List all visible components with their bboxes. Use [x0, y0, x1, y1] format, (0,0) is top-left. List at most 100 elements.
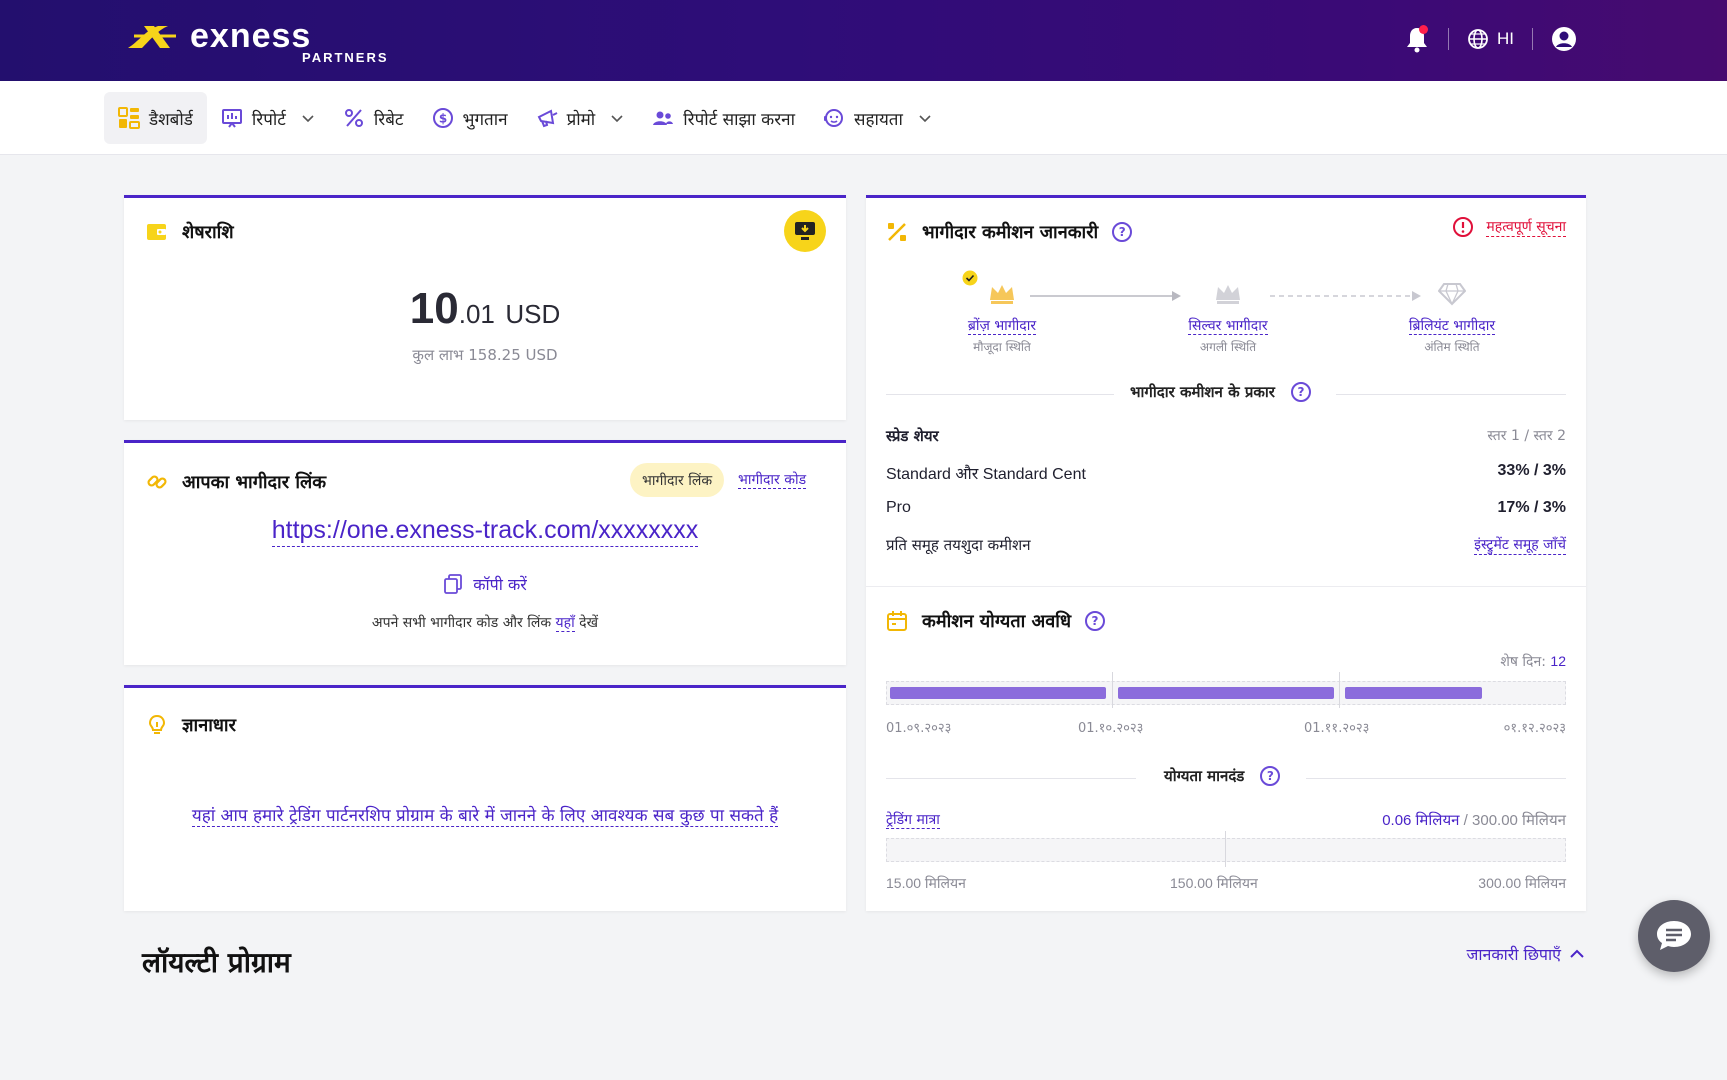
level-brilliant-status: अंतिम स्थिति: [1424, 340, 1480, 354]
period-segment-1: [890, 687, 1106, 699]
all-codes-note-pre: अपने सभी भागीदार कोड और लिंक: [371, 615, 552, 631]
chevron-down-icon: [919, 115, 931, 123]
all-codes-note-post: देखें: [579, 615, 599, 631]
important-notice-label: महत्वपूर्ण सूचना: [1486, 219, 1566, 237]
main-nav: डैशबोर्ड रिपोर्ट रिबेट: [0, 81, 1727, 155]
row-label: Pro: [886, 499, 911, 516]
partner-url-row: https://one.exness-track.com/xxxxxxxx: [124, 516, 846, 547]
copy-button[interactable]: कॉपी करें: [443, 573, 527, 595]
account-icon[interactable]: [1551, 26, 1577, 52]
brand-name: exness: [190, 17, 312, 55]
notifications-button[interactable]: [1404, 24, 1430, 54]
total-profit: कुल लाभ 158.25 USD: [412, 346, 558, 364]
tab-partner-code-label: भागीदार कोड: [738, 472, 807, 489]
help-icon[interactable]: ?: [1085, 611, 1106, 631]
check-badge-icon: [962, 270, 978, 286]
nav-report-sharing[interactable]: रिपोर्ट साझा करना: [638, 92, 809, 144]
help-icon[interactable]: ?: [1260, 766, 1281, 786]
level-brilliant-name: ब्रिलियंट भागीदार: [1408, 318, 1496, 335]
criteria-label: योग्यता मानदंड: [1164, 767, 1245, 785]
bronze-crown-icon: [990, 285, 1014, 304]
report-icon: [221, 109, 242, 128]
nav-promo[interactable]: प्रोमो: [522, 92, 639, 144]
download-monitor-icon: [795, 222, 815, 240]
help-icon[interactable]: ?: [1290, 382, 1311, 402]
balance-decimal: .01: [458, 299, 495, 329]
level-silver-status: अगली स्थिति: [1199, 340, 1257, 354]
tab-partner-link[interactable]: भागीदार लिंक: [630, 463, 725, 497]
days-remaining-value: 12: [1550, 653, 1566, 669]
exness-logo[interactable]: exness PARTNERS: [124, 17, 387, 65]
row-label: Standard और Standard Cent: [886, 466, 1086, 483]
nav-rebate-label: रिबेट: [373, 109, 404, 130]
help-icon[interactable]: ?: [1112, 222, 1133, 242]
important-notice[interactable]: महत्वपूर्ण सूचना: [1452, 216, 1566, 238]
chevron-up-icon: [1570, 949, 1584, 958]
commission-types-header: भागीदार कमीशन के प्रकार ?: [1130, 382, 1311, 402]
level-silver-name: सिल्वर भागीदार: [1188, 318, 1268, 335]
date-label: 01.११.२०२३: [1304, 721, 1370, 736]
days-remaining-label: शेष दिन:: [1500, 654, 1546, 670]
instrument-groups-link[interactable]: इंस्ट्रुमेंट समूह जाँचें: [1474, 537, 1566, 555]
balance-currency: USD: [505, 299, 561, 329]
balance-integer: 10: [409, 284, 459, 333]
row-label: स्प्रेड शेयर: [886, 427, 939, 445]
commission-title: भागीदार कमीशन जानकारी: [922, 222, 1099, 243]
percent-icon: [344, 109, 363, 127]
nav-rebate[interactable]: रिबेट: [329, 92, 418, 144]
notification-dot: [1419, 25, 1428, 34]
volume-track: [886, 838, 1566, 862]
date-label: 01.१०.२०२३: [1078, 721, 1144, 736]
brand-sub: PARTNERS: [302, 50, 389, 65]
level-bronze[interactable]: ब्रोंज़ भागीदार मौजूदा स्थिति: [922, 316, 1082, 355]
row-value: 33% / 3%: [1497, 462, 1566, 479]
days-remaining: शेष दिन: 12: [1500, 652, 1566, 671]
hide-info-toggle[interactable]: जानकारी छिपाएँ: [1466, 943, 1585, 965]
exness-logo-icon: [128, 26, 176, 48]
trading-volume-total: / 300.00 मिलियन: [1463, 812, 1566, 829]
scale-label: 150.00 मिलियन: [1170, 875, 1258, 891]
partner-url[interactable]: https://one.exness-track.com/xxxxxxxx: [271, 516, 699, 547]
trading-volume-link[interactable]: ट्रेडिंग मात्रा: [886, 812, 940, 829]
nav-payments[interactable]: $ भुगतान: [418, 92, 522, 144]
nav-dashboard[interactable]: डैशबोर्ड: [104, 92, 207, 144]
criteria-header: योग्यता मानदंड ?: [1164, 766, 1281, 786]
nav-reports[interactable]: रिपोर्ट: [207, 92, 329, 144]
language-code: HI: [1497, 29, 1514, 48]
chat-icon: [1657, 921, 1691, 950]
withdraw-button[interactable]: [784, 210, 826, 252]
chat-button[interactable]: [1638, 900, 1710, 972]
lightbulb-icon: [148, 714, 166, 734]
knowledge-link[interactable]: यहां आप हमारे ट्रेडिंग पार्टनरशिप प्रोग्…: [191, 806, 779, 827]
diamond-icon: [1438, 283, 1466, 306]
level-brilliant[interactable]: ब्रिलियंट भागीदार अंतिम स्थिति: [1372, 316, 1532, 355]
row-value: स्तर 1 / स्तर 2: [1487, 428, 1566, 444]
wallet-icon: [147, 224, 166, 240]
trading-volume-current: 0.06 मिलियन: [1382, 812, 1460, 829]
balance-card: शेषराशि 10.01 USD कुल लाभ 158.25 USD: [124, 195, 846, 420]
nav-payments-label: भुगतान: [462, 109, 508, 130]
date-label: 01.०९.२०२३: [886, 721, 952, 736]
all-codes-link[interactable]: यहाँ: [555, 615, 575, 632]
nav-support[interactable]: सहायता: [809, 92, 946, 144]
alert-icon: [1453, 217, 1474, 237]
hide-info-label: जानकारी छिपाएँ: [1466, 945, 1561, 964]
link-icon: [147, 475, 167, 489]
copy-row: कॉपी करें: [124, 573, 846, 599]
level-bronze-status: मौजूदा स्थिति: [973, 340, 1031, 354]
dashboard-icon: [118, 107, 140, 129]
table-row: Standard और Standard Cent 33% / 3%: [886, 462, 1566, 484]
globe-icon: [1468, 29, 1488, 49]
date-label: ०१.१२.२०२३: [1503, 721, 1566, 736]
level-silver[interactable]: सिल्वर भागीदार अगली स्थिति: [1148, 316, 1308, 355]
top-bar: exness PARTNERS HI: [0, 0, 1727, 81]
copy-label: कॉपी करें: [473, 575, 527, 594]
support-icon: [824, 109, 844, 127]
language-selector[interactable]: HI: [1467, 28, 1514, 50]
nav-support-label: सहायता: [854, 109, 903, 130]
percent-badge-icon: [888, 223, 906, 241]
tab-partner-code[interactable]: भागीदार कोड: [738, 470, 807, 489]
partner-link-card: आपका भागीदार लिंक भागीदार लिंक भागीदार क…: [124, 440, 846, 665]
all-codes-note: अपने सभी भागीदार कोड और लिंक यहाँ देखें: [124, 613, 846, 632]
eligibility-title: कमीशन योग्यता अवधि: [922, 611, 1072, 632]
